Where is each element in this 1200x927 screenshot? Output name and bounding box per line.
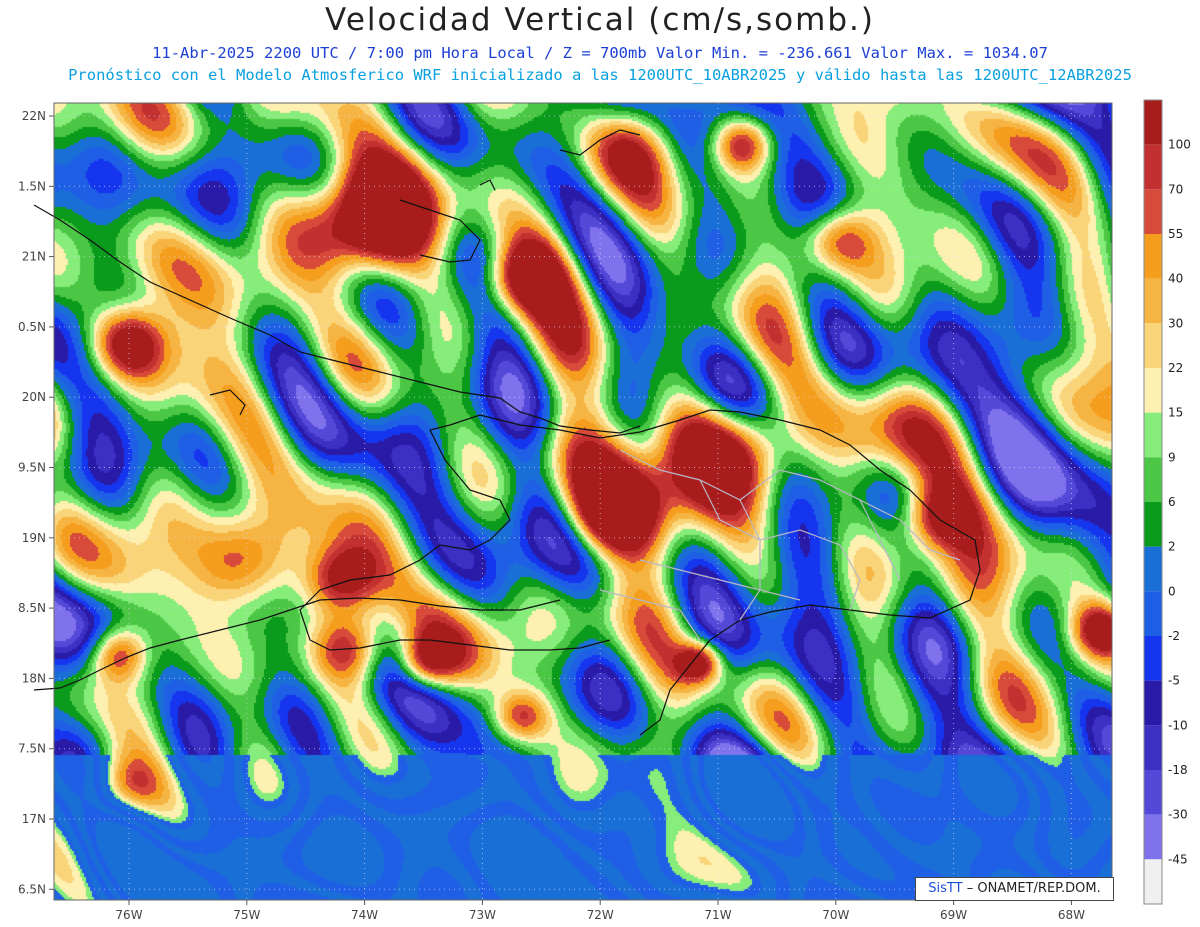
lat-tick-label: 8.5N	[18, 601, 46, 615]
plot-frame	[53, 102, 1113, 901]
colorbar-label: -5	[1168, 674, 1180, 688]
province-boundary	[599, 589, 701, 641]
province-boundary	[699, 479, 861, 611]
lon-tick-label: 73W	[469, 908, 496, 922]
colorbar-segment	[1144, 144, 1162, 190]
colorbar-label: -2	[1168, 629, 1180, 643]
province-boundary	[739, 469, 901, 581]
coastline	[399, 199, 481, 263]
coastline	[559, 129, 641, 156]
colorbar-segment	[1144, 546, 1162, 592]
lat-tick-label: 18N	[22, 671, 46, 685]
lat-tick-label: 20N	[22, 390, 46, 404]
lat-tick-label: 19N	[22, 531, 46, 545]
colorbar-label: 30	[1168, 316, 1183, 330]
colorbar-segment	[1144, 368, 1162, 413]
subtitle-valid-time: 11-Abr-2025 2200 UTC / 7:00 pm Hora Loca…	[152, 44, 1048, 62]
colorbar-segment	[1144, 189, 1162, 234]
colorbar-segment	[1144, 814, 1162, 860]
colorbar-segment	[1144, 278, 1162, 324]
province-boundary	[859, 499, 961, 561]
subtitle-model-info: Pronóstico con el Modelo Atmosferico WRF…	[68, 66, 1132, 84]
lon-tick-label: 71W	[704, 908, 731, 922]
colorbar-segment	[1144, 234, 1162, 279]
coastline	[33, 597, 561, 691]
coastline	[299, 429, 611, 651]
colorbar-frame	[1143, 99, 1163, 905]
lat-tick-label: 9.5N	[18, 461, 46, 475]
lat-tick-label: 6.5N	[18, 882, 46, 896]
colorbar-segment	[1144, 412, 1162, 458]
colorbar-label: -10	[1168, 718, 1188, 732]
colorbar-segment	[1144, 591, 1162, 636]
colorbar-segment	[1144, 323, 1162, 368]
chart-title: Velocidad Vertical (cm/s,somb.)	[325, 2, 875, 38]
lon-tick-label: 75W	[233, 908, 260, 922]
lon-tick-label: 69W	[940, 908, 967, 922]
coastline	[479, 179, 496, 191]
lon-tick-label: 74W	[351, 908, 378, 922]
lat-tick-label: 17N	[22, 812, 46, 826]
credit-sis-logo: SisTT	[928, 881, 963, 896]
lat-tick-label: 1.5N	[18, 179, 46, 193]
colorbar-label: 70	[1168, 182, 1183, 196]
colorbar-label: -45	[1168, 852, 1188, 866]
colorbar-label: -30	[1168, 808, 1188, 822]
colorbar-label: 15	[1168, 406, 1183, 420]
colorbar-label: 2	[1168, 540, 1176, 554]
colorbar-segment	[1144, 725, 1162, 770]
coastline	[209, 389, 246, 416]
colorbar-segment	[1144, 457, 1162, 502]
colorbar-label: 22	[1168, 361, 1183, 375]
colorbar-label: 0	[1168, 584, 1176, 598]
colorbar-label: 6	[1168, 495, 1176, 509]
province-boundary	[639, 559, 801, 601]
colorbar-label: 40	[1168, 272, 1183, 286]
colorbar-label: 100	[1168, 138, 1191, 152]
colorbar-segment	[1144, 636, 1162, 681]
colorbar-segment	[1144, 680, 1162, 726]
lon-tick-label: 68W	[1058, 908, 1085, 922]
credit-agency: – ONAMET/REP.DOM.	[966, 881, 1101, 896]
colorbar-segment	[1144, 100, 1162, 145]
lat-tick-label: 21N	[22, 250, 46, 264]
colorbar-segment	[1144, 502, 1162, 547]
lat-tick-label: 7.5N	[18, 742, 46, 756]
colorbar-label: 9	[1168, 450, 1176, 464]
coastline	[33, 204, 641, 434]
lon-tick-label: 76W	[115, 908, 142, 922]
colorbar-segment	[1144, 770, 1162, 815]
lat-tick-label: 22N	[22, 109, 46, 123]
lon-tick-label: 70W	[822, 908, 849, 922]
colorbar-segment	[1144, 859, 1162, 904]
colorbar-label: -18	[1168, 763, 1188, 777]
lon-tick-label: 72W	[587, 908, 614, 922]
coastline	[429, 409, 981, 736]
credit-box: SisTT – ONAMET/REP.DOM.	[915, 877, 1114, 901]
vertical-velocity-field	[54, 103, 1112, 900]
colorbar-label: 55	[1168, 227, 1183, 241]
lat-tick-label: 0.5N	[18, 320, 46, 334]
